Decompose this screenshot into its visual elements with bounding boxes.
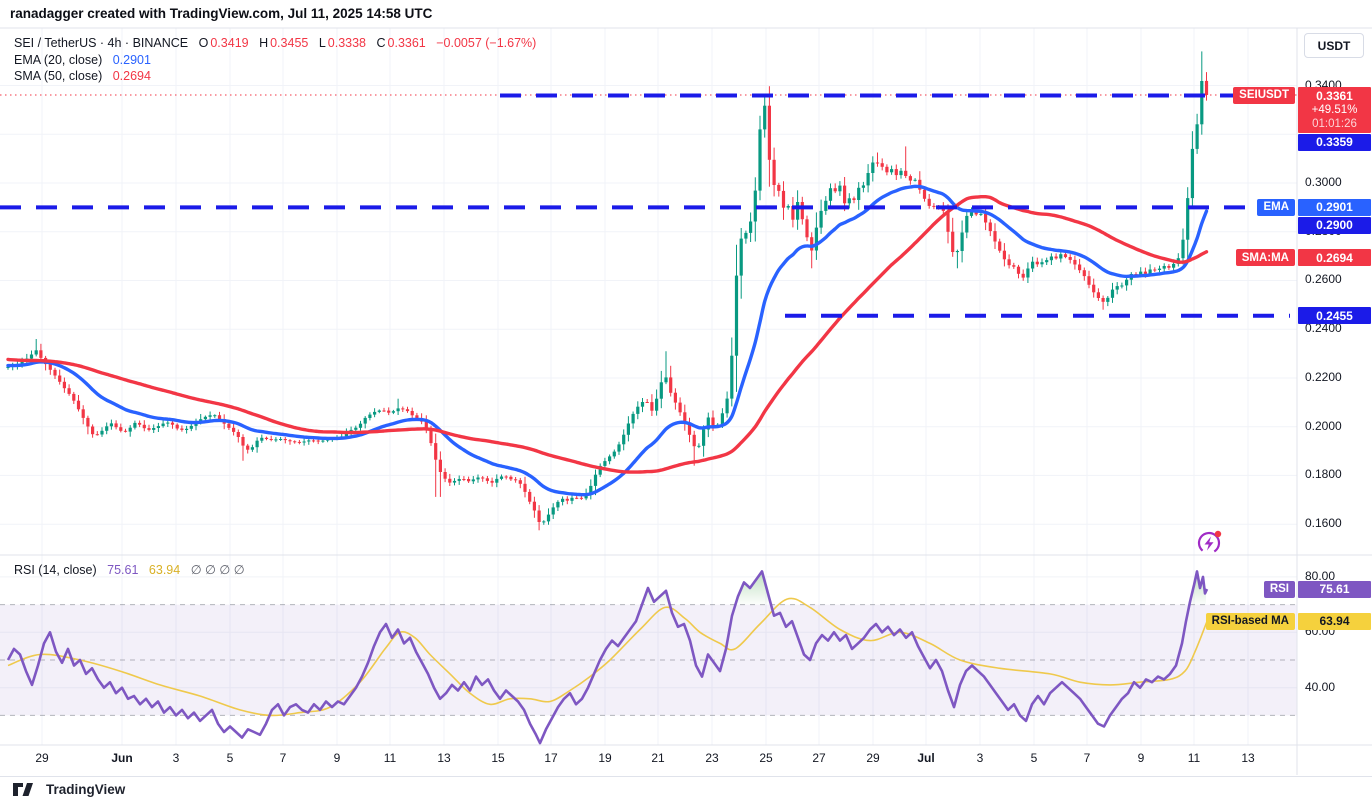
ohlc-high-label: H xyxy=(259,36,269,50)
spark-icon[interactable] xyxy=(1194,527,1224,557)
time-tick-label: 5 xyxy=(1030,751,1038,765)
symbol-label-chip: SEIUSDT xyxy=(1233,86,1295,104)
rsi-ma-value: 63.94 xyxy=(148,563,181,577)
footer-bar: TradingView xyxy=(0,776,1372,801)
time-tick-label: 15 xyxy=(491,751,505,765)
ema-value-badge: 0.2901 xyxy=(1298,198,1371,216)
rsi-empty-slots: ∅ ∅ ∅ ∅ xyxy=(190,563,245,577)
symbol-title[interactable]: SEI / TetherUS · 4h · BINANCE xyxy=(14,36,189,50)
time-tick-label: 3 xyxy=(976,751,984,765)
rsi-label-chip: RSI xyxy=(1263,580,1295,598)
ohlc-change: −0.0057 (−1.67%) xyxy=(436,36,537,50)
price-tick-label: 0.1600 xyxy=(1305,516,1342,531)
time-tick-label: 13 xyxy=(1241,751,1255,765)
tradingview-brand-text[interactable]: TradingView xyxy=(46,782,126,797)
time-tick-label: 3 xyxy=(172,751,180,765)
rsi-ma-label-chip: RSI-based MA xyxy=(1205,612,1295,630)
notification-dot xyxy=(1214,530,1222,538)
time-tick-label: 21 xyxy=(651,751,665,765)
time-tick-label: Jul xyxy=(917,751,935,765)
ohlc-low-value: 0.3338 xyxy=(327,36,367,50)
ema-legend-row[interactable]: EMA (20, close) 0.2901 xyxy=(14,52,536,69)
ema-value: 0.2901 xyxy=(112,52,151,67)
time-tick-label: 29 xyxy=(866,751,880,765)
sma-value: 0.2694 xyxy=(112,69,151,83)
ohlc-open-value: 0.3419 xyxy=(210,36,249,50)
time-tick-label: Jun xyxy=(111,751,133,765)
time-tick-label: 7 xyxy=(279,751,287,765)
time-tick-label: 5 xyxy=(226,751,234,765)
time-tick-label: 11 xyxy=(383,751,397,765)
time-tick-label: 7 xyxy=(1083,751,1091,765)
sma-label-chip: SMA:MA xyxy=(1235,249,1295,267)
time-tick-label: 23 xyxy=(705,751,719,765)
rsi-tick-label: 40.00 xyxy=(1305,679,1336,694)
last-price-badge: 0.3361 +49.51% 01:01:26 xyxy=(1298,86,1371,133)
currency-toggle-button[interactable]: USDT xyxy=(1304,33,1364,58)
rsi-label: RSI (14, close) xyxy=(14,563,97,577)
time-tick-label: 17 xyxy=(544,751,558,765)
drawing-level-badge-top: 0.3359 xyxy=(1298,133,1371,151)
price-tick-label: 0.3000 xyxy=(1305,175,1342,189)
change-percent: +49.51% xyxy=(1311,103,1358,116)
drawing-level-badge-mid: 0.2900 xyxy=(1298,216,1371,234)
ohlc-close-value: 0.3361 xyxy=(387,36,426,50)
sma-legend-row[interactable]: SMA (50, close) 0.2694 xyxy=(14,68,536,85)
drawing-level-badge-low: 0.2455 xyxy=(1298,307,1371,325)
last-price-value: 0.3361 xyxy=(1316,88,1353,103)
ema-label-chip: EMA xyxy=(1257,198,1295,216)
rsi-ma-value-badge: 63.94 xyxy=(1298,612,1371,630)
tradingview-logo-icon[interactable] xyxy=(13,781,39,798)
time-tick-label: 25 xyxy=(759,751,773,765)
price-tick-label: 0.1800 xyxy=(1305,467,1342,482)
time-tick-label: 27 xyxy=(812,751,826,765)
lightning-glyph xyxy=(1204,536,1214,551)
sma-value-badge: 0.2694 xyxy=(1298,249,1371,267)
rsi-value: 75.61 xyxy=(107,563,139,577)
price-tick-label: 0.2200 xyxy=(1305,369,1342,384)
ohlc-open-label: O xyxy=(198,36,209,50)
sma-label: SMA (50, close) xyxy=(14,69,103,83)
price-tick-label: 0.2600 xyxy=(1305,272,1342,287)
time-tick-label: 19 xyxy=(598,751,612,765)
ohlc-low-label: L xyxy=(318,36,326,50)
rsi-legend-row[interactable]: RSI (14, close) 75.61 63.94 ∅ ∅ ∅ ∅ xyxy=(14,562,245,577)
price-tick-label: 0.2000 xyxy=(1305,418,1342,433)
ohlc-high-value: 0.3455 xyxy=(270,36,309,50)
time-tick-label: 13 xyxy=(437,751,451,765)
bar-countdown: 01:01:26 xyxy=(1312,117,1357,130)
price-tick-label: 0.2400 xyxy=(1305,321,1342,336)
time-tick-label: 9 xyxy=(333,751,341,765)
rsi-tick-label: 80.00 xyxy=(1305,568,1336,583)
ema-label: EMA (20, close) xyxy=(14,52,103,67)
ohlc-close-label: C xyxy=(376,36,386,50)
time-tick-label: 29 xyxy=(35,751,49,765)
time-tick-label: 9 xyxy=(1137,751,1145,765)
price-chart-canvas[interactable] xyxy=(0,0,1372,776)
time-tick-label: 11 xyxy=(1187,751,1201,765)
rsi-value-badge: 75.61 xyxy=(1298,580,1371,598)
attribution-note: ranadagger created with TradingView.com,… xyxy=(10,6,433,21)
